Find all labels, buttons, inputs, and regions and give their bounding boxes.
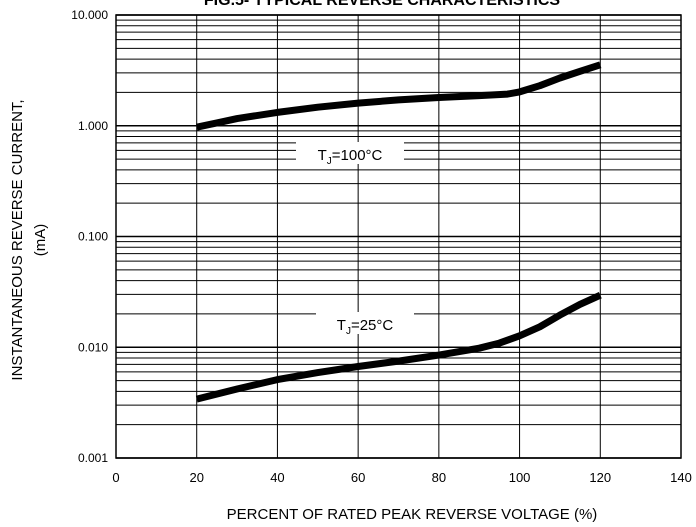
x-axis-label: PERCENT OF RATED PEAK REVERSE VOLTAGE (%… [227,506,598,523]
series-label-rest: =100°C [332,147,383,164]
series-line-0 [195,61,602,131]
x-tick-label: 60 [351,470,365,485]
x-tick-label: 20 [189,470,203,485]
plot-grid [115,14,682,459]
series-labels: TJ=100°CTJ=25°C [296,142,414,337]
y-tick-label: 0.010 [78,340,108,354]
x-tick-label: 40 [270,470,284,485]
x-tick-label: 80 [432,470,446,485]
y-tick-label: 10.000 [71,8,108,22]
series-label-bg-0 [296,142,404,164]
y-axis-label-line2: (mA) [32,224,49,257]
series-label-0: TJ=100°C [318,147,383,167]
series-label-main: T [318,147,327,164]
plot-series [195,61,602,403]
series-label-main: T [337,317,346,334]
y-axis-label-line1: INSTANTANEOUS REVERSE CURRENT, [9,99,26,380]
chart-title: FIG.5- TYPICAL REVERSE CHARACTERISTICS [204,0,561,9]
x-tick-label: 0 [112,470,119,485]
plot-frame [115,14,682,459]
series-label-bg-1 [316,312,414,334]
x-tick-labels: 0 20 40 60 80 100 120 140 [112,470,691,485]
series-label-sub: J [327,156,332,167]
x-tick-label: 100 [509,470,531,485]
series-label-1: TJ=25°C [337,317,394,337]
y-tick-label: 0.100 [78,230,108,244]
x-tick-label: 120 [589,470,611,485]
y-tick-label: 0.001 [78,451,108,465]
x-tick-label: 140 [670,470,692,485]
y-tick-label: 1.000 [78,119,108,133]
y-tick-labels: 10.000 1.000 0.100 0.010 0.001 [71,8,108,465]
series-label-rest: =25°C [351,317,393,334]
series-label-sub: J [346,326,351,337]
series-line-1 [195,292,602,403]
